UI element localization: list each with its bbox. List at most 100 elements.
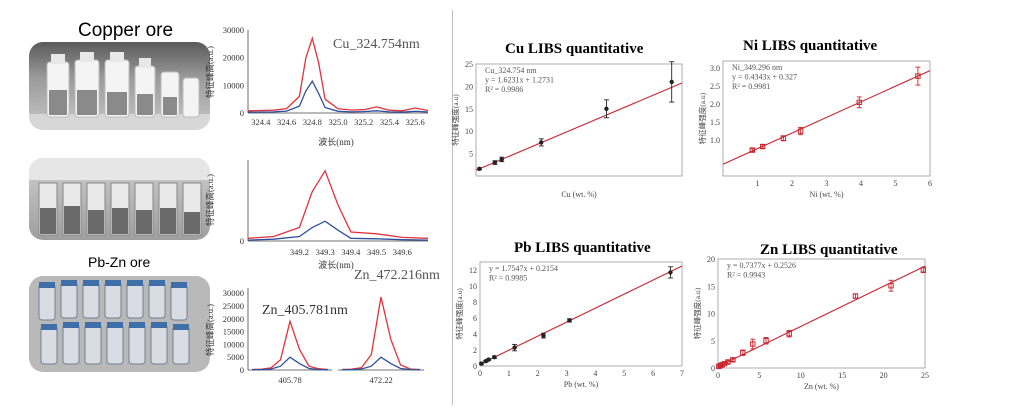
- cu_quant-ytick: 5: [469, 150, 473, 159]
- ni_quant-point: [780, 135, 787, 141]
- pb_quant-ytick: 6: [473, 314, 477, 323]
- pb_quant-ylabel: 特征峰强度(a.u): [454, 288, 464, 340]
- ni_quant-xtick: 5: [894, 179, 898, 188]
- cu-spectrum-xtick: 325.6: [406, 117, 425, 127]
- zn_quant-point: [786, 330, 792, 337]
- pb_quant-xtick: 4: [593, 369, 597, 378]
- cu-spectrum-xtick: 325.2: [354, 117, 373, 127]
- cu_quant-point: [604, 106, 609, 112]
- pb_quant-fit-line: [479, 265, 683, 365]
- cu_quant-annotation: R² = 0.9986: [485, 85, 523, 94]
- pb_quant-point: [486, 357, 491, 362]
- pb_quant-point: [668, 270, 673, 275]
- ni_quant-xtick: 2: [790, 179, 794, 188]
- copper-ore-label: Copper ore: [78, 20, 174, 41]
- zn-spectrum-ytick: 0: [240, 365, 244, 375]
- zn_quant-point: [852, 293, 859, 299]
- zn_quant-xlabel: Zn (wt. %): [804, 382, 839, 391]
- pb_quant-ytick: 0: [473, 362, 477, 371]
- zn_quant-point: [717, 362, 724, 369]
- ni-quant-title: Ni LIBS quantitative: [743, 38, 878, 54]
- zn_quant-xtick: 0: [716, 371, 720, 380]
- ni_quant-frame: [722, 60, 931, 177]
- zn472-spectrum-series-red: [247, 169, 429, 239]
- zn-spectrum-series-red: [251, 318, 329, 371]
- zn472-spectrum-xtick: 349.3: [316, 247, 335, 257]
- ore-samples-photo: [29, 158, 210, 240]
- pb_quant-ytick: 8: [473, 298, 477, 307]
- zn472-spectrum-ytick: 0: [240, 236, 244, 246]
- pb_quant-ytick: 4: [473, 330, 477, 339]
- cu-spectrum-xtick: 324.8: [303, 117, 322, 127]
- zn472-spectrum-ylabel: 特征峰高(a.u.): [205, 174, 215, 226]
- zn_quant-ytick: 15: [707, 282, 715, 291]
- ni_quant-xtick: 6: [928, 179, 932, 188]
- zn-spectrum-ytick: 30000: [223, 288, 244, 298]
- zn_quant-ytick: 10: [707, 310, 715, 319]
- zn_quant-ytick: 5: [711, 337, 715, 346]
- zn_quant-xtick: 15: [838, 371, 846, 380]
- zn-472-line-label: Zn_472.216nm: [354, 268, 440, 283]
- pbzn-tubes-illustration: [38, 280, 190, 365]
- cu_quant-fit-line: [475, 82, 683, 171]
- zn_quant-annotation: y = 0.7377x + 0.2526: [727, 261, 796, 270]
- ni_quant-point: [856, 99, 862, 106]
- pb_quant-point: [567, 318, 572, 323]
- pb_quant-xtick: 1: [507, 369, 511, 378]
- cu_quant-annotation: Cu_324.754 nm: [485, 66, 537, 75]
- zn_quant-point: [920, 267, 927, 273]
- zn_quant-xtick: 5: [757, 371, 761, 380]
- zn-spectrum-ytick: 25000: [223, 301, 244, 311]
- pb_quant-xlabel: Pb (wt. %): [564, 380, 599, 389]
- ni_quant-xtick: 1: [756, 179, 760, 188]
- ni_quant-ylabel: 特征峰强度(a.u): [697, 92, 707, 144]
- zn_quant-point: [750, 341, 756, 347]
- zn-quant-title: Zn LIBS quantitative: [760, 242, 898, 258]
- sample-jars-illustration: [29, 158, 210, 236]
- pb_quant-xtick: 5: [622, 369, 626, 378]
- ni_quant-ytick: 1.5: [710, 118, 720, 127]
- cu_quant-xlabel: Cu (wt. %): [561, 190, 597, 199]
- ni_quant-ytick: 1.0: [710, 136, 720, 145]
- ni_quant-point: [915, 73, 921, 79]
- cu-spectrum-ytick: 0: [240, 108, 244, 118]
- zn_quant-xtick: 25: [921, 371, 929, 380]
- pb_quant-xtick: 6: [651, 369, 655, 378]
- cu_quant-ytick: 20: [465, 82, 473, 91]
- pbzn-ore-photo: [29, 276, 210, 372]
- pbzn-ore-label: Pb-Zn ore: [88, 254, 151, 270]
- zn_quant-point: [740, 350, 746, 356]
- zn_quant-point: [721, 360, 728, 367]
- pb_quant-point: [541, 333, 546, 338]
- cu_quant-point: [499, 157, 504, 162]
- zn-spectrum-ytick: 15000: [223, 327, 244, 337]
- ni_quant-fit-line: [722, 70, 931, 165]
- cu-spectrum-ytick: 10000: [223, 80, 244, 90]
- zn-spectrum-series-blue: [341, 356, 421, 371]
- pb_quant-point: [512, 345, 517, 350]
- cu-spectrum-ytick: 20000: [223, 53, 244, 63]
- cu-spectrum-series-red: [247, 35, 429, 112]
- copper-bottles-illustration: [29, 52, 210, 130]
- pb_quant-xtick: 7: [680, 369, 684, 378]
- cu_quant-point: [492, 160, 498, 165]
- zn_quant-frame: [717, 258, 926, 369]
- cu-quant-title: Cu LIBS quantitative: [505, 41, 644, 57]
- cu_quant-ytick: 10: [465, 127, 473, 136]
- ni_quant-xlabel: Ni (wt. %): [810, 190, 844, 199]
- pb_quant-point: [483, 359, 488, 364]
- zn-spectrum-ytick: 5000: [227, 352, 244, 362]
- spectra-panel: 324.4 324.6 324.8 325.0 325.2 325.4 325.6 0 1000…: [205, 25, 440, 385]
- pb-quant-title: Pb LIBS quantitative: [514, 240, 651, 256]
- zn-spectrum-ytick: 10000: [223, 339, 244, 349]
- zn472-spectrum-xtick: 349.2: [290, 247, 309, 257]
- zn472-spectrum-xlabel: 波长(nm): [318, 259, 354, 270]
- cu-spectrum-xtick: 325.0: [328, 117, 347, 127]
- pb_quant-frame: [479, 261, 683, 367]
- zn_quant-xtick: 20: [880, 371, 888, 380]
- zn472-spectrum-xtick: 349.4: [341, 247, 361, 257]
- zn_quant-xtick: 10: [797, 371, 805, 380]
- pb_quant-point: [479, 361, 484, 366]
- zn_quant-point: [716, 363, 722, 370]
- pb_quant-ytick: 10: [469, 282, 477, 291]
